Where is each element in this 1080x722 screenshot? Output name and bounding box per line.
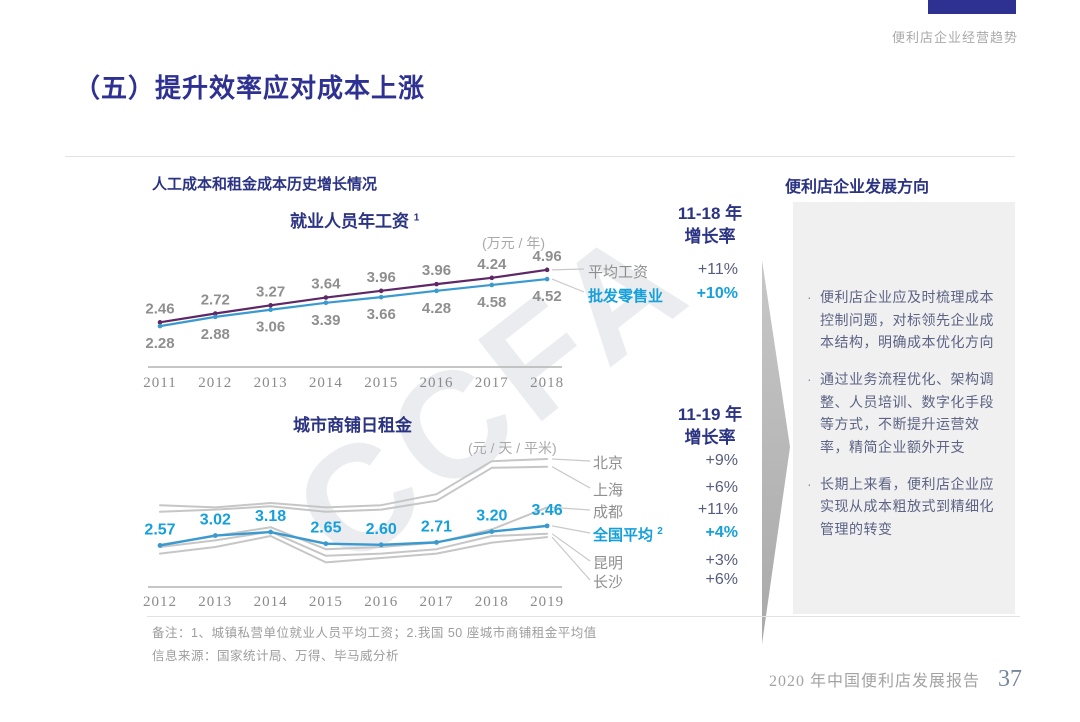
legend-wholesale-retail: 批发零售业 <box>588 288 664 305</box>
svg-text:2019: 2019 <box>530 594 564 610</box>
page-footer: 2020 年中国便利店发展报告 37 <box>769 666 1022 693</box>
svg-text:2.71: 2.71 <box>421 518 452 535</box>
page-title: （五）提升效率应对成本上涨 <box>74 73 426 103</box>
chart1-title-text: 就业人员年工资 <box>290 212 409 231</box>
city-growth-changsha: +6% <box>705 571 738 588</box>
svg-text:2015: 2015 <box>309 594 343 610</box>
chart2-growth-header: 11-19 年 增长率 <box>655 404 765 450</box>
svg-text:4.28: 4.28 <box>422 300 451 317</box>
footnote-source: 信息来源：国家统计局、万得、毕马威分析 <box>152 649 400 663</box>
svg-text:3.18: 3.18 <box>255 508 286 525</box>
chart1-unit: (万元 / 年) <box>482 235 545 251</box>
svg-text:2016: 2016 <box>420 375 454 391</box>
svg-text:2.72: 2.72 <box>201 292 230 309</box>
national-average-text: 全国平均 <box>593 527 654 544</box>
svg-text:2013: 2013 <box>254 375 288 391</box>
svg-text:2014: 2014 <box>309 375 343 391</box>
svg-text:4.24: 4.24 <box>477 256 507 273</box>
city-growth-national-average: +4% <box>705 524 738 541</box>
svg-text:2017: 2017 <box>475 375 509 391</box>
svg-text:2.46: 2.46 <box>145 300 174 317</box>
svg-text:3.66: 3.66 <box>367 306 396 323</box>
svg-text:2.65: 2.65 <box>310 520 341 537</box>
svg-text:2013: 2013 <box>198 594 232 610</box>
svg-text:2018: 2018 <box>475 594 509 610</box>
section-title-left: 人工成本和租金成本历史增长情况 <box>152 176 378 193</box>
svg-text:2014: 2014 <box>254 594 288 610</box>
city-label-national-average: 全国平均 2 <box>593 524 663 545</box>
svg-text:2.88: 2.88 <box>201 326 230 343</box>
svg-text:2.28: 2.28 <box>145 335 174 352</box>
chart2-title: 城市商铺日租金 <box>293 416 412 435</box>
svg-text:3.02: 3.02 <box>200 512 231 529</box>
growth-wholesale-retail: +10% <box>696 285 738 302</box>
page-number: 37 <box>998 666 1022 692</box>
svg-text:3.06: 3.06 <box>256 319 285 336</box>
chart2-growth-period: 11-19 年 <box>677 405 743 424</box>
svg-text:3.27: 3.27 <box>256 283 285 300</box>
chart1-growth-label: 增长率 <box>684 226 736 246</box>
svg-text:4.52: 4.52 <box>532 288 561 305</box>
national-average-footnote-ref: 2 <box>657 526 663 537</box>
legend-avg-wage: 平均工资 <box>588 264 649 281</box>
chart2-unit: (元 / 天 / 平米) <box>468 440 557 456</box>
insight-bullet: 长期上来看，便利店企业应实现从成本粗放式到精细化管理的转变 <box>807 473 999 541</box>
report-name: 2020 年中国便利店发展报告 <box>768 673 980 690</box>
svg-text:3.64: 3.64 <box>311 276 341 293</box>
svg-text:3.39: 3.39 <box>311 312 340 329</box>
city-growth-shanghai: +6% <box>705 479 738 496</box>
svg-text:3.20: 3.20 <box>476 508 507 525</box>
svg-text:2012: 2012 <box>198 375 232 391</box>
svg-text:2012: 2012 <box>143 594 177 610</box>
footnote-remark: 备注：1、城镇私营单位就业人员平均工资；2.我国 50 座城市商铺租金平均值 <box>152 626 597 640</box>
section-title-right: 便利店企业发展方向 <box>785 179 930 196</box>
city-label-chengdu: 成都 <box>593 504 624 521</box>
svg-text:3.46: 3.46 <box>532 502 563 519</box>
city-label-beijing: 北京 <box>593 455 624 472</box>
growth-avg-wage: +11% <box>697 261 738 278</box>
svg-text:3.96: 3.96 <box>367 269 396 286</box>
svg-text:4.58: 4.58 <box>477 294 506 311</box>
svg-text:3.96: 3.96 <box>422 262 451 279</box>
svg-text:2017: 2017 <box>420 594 454 610</box>
svg-text:2016: 2016 <box>364 594 398 610</box>
chart1-title-footnote-ref: 1 <box>413 212 420 224</box>
chapter-label: 便利店企业经营趋势 <box>891 30 1018 45</box>
insight-bullet: 通过业务流程优化、架构调整、人员培训、数字化手段等方式，不断提升运营效率，精简企… <box>807 368 999 459</box>
city-growth-beijing: +9% <box>705 452 738 469</box>
svg-text:4.96: 4.96 <box>532 248 561 265</box>
svg-text:2015: 2015 <box>364 375 398 391</box>
insight-bullet: 便利店企业应及时梳理成本控制问题，对标领先企业成本结构，明确成本优化方向 <box>807 286 999 354</box>
city-growth-kunming: +3% <box>705 552 738 569</box>
svg-text:2011: 2011 <box>143 375 176 391</box>
chart1-growth-period: 11-18 年 <box>677 204 743 223</box>
city-label-changsha: 长沙 <box>593 574 624 591</box>
chart1-growth-header: 11-18 年 增长率 <box>655 203 765 249</box>
chart1-title: 就业人员年工资 1 <box>290 207 419 232</box>
svg-text:2018: 2018 <box>530 375 564 391</box>
insight-list: 便利店企业应及时梳理成本控制问题，对标领先企业成本结构，明确成本优化方向 通过业… <box>807 286 999 541</box>
city-label-shanghai: 上海 <box>593 482 624 499</box>
header-accent-bar <box>928 0 1016 14</box>
right-arrow-icon <box>762 260 790 644</box>
svg-text:2.60: 2.60 <box>366 521 397 538</box>
bottom-divider <box>147 616 1020 617</box>
city-label-kunming: 昆明 <box>593 555 624 572</box>
chart2-growth-label: 增长率 <box>684 427 736 447</box>
insight-panel: 便利店企业应及时梳理成本控制问题，对标领先企业成本结构，明确成本优化方向 通过业… <box>793 202 1015 614</box>
svg-text:2.57: 2.57 <box>144 521 175 538</box>
top-divider <box>65 156 1015 157</box>
city-growth-chengdu: +11% <box>697 501 738 518</box>
